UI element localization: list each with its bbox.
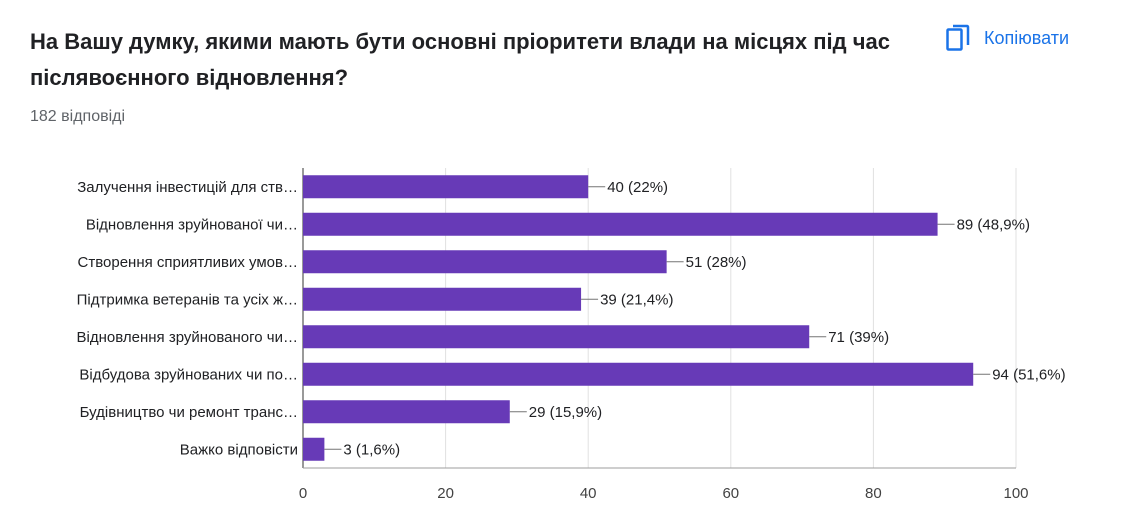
response-count: 182 відповіді xyxy=(30,108,126,125)
bar xyxy=(303,400,510,424)
bar xyxy=(303,287,582,311)
data-label: 89 (48,9%) xyxy=(957,216,1030,233)
category-label: Відбудова зруйнованих чи по… xyxy=(79,366,298,383)
x-tick-label: 80 xyxy=(865,485,882,502)
x-tick-label: 40 xyxy=(580,485,597,502)
data-label: 3 (1,6%) xyxy=(343,441,400,458)
category-label: Будівництво чи ремонт транс… xyxy=(80,404,298,421)
bar xyxy=(303,212,938,236)
copy-icon xyxy=(946,24,970,52)
x-tick-label: 60 xyxy=(722,485,739,502)
x-tick-label: 20 xyxy=(437,485,454,502)
labels: 0 20 40 60 80 100 40 (22%) Залучення інвестицій… xyxy=(77,179,1066,502)
question-title: На Вашу думку, якими мають бути основні … xyxy=(30,29,890,90)
x-tick-label: 0 xyxy=(299,485,307,502)
bar xyxy=(303,325,810,349)
data-label: 94 (51,6%) xyxy=(992,366,1065,383)
category-label: Відновлення зруйнованої чи… xyxy=(86,216,298,233)
copy-button[interactable]: Копіювати xyxy=(946,20,1069,56)
bar xyxy=(303,437,325,461)
category-label: Відновлення зруйнованого чи… xyxy=(77,329,298,346)
data-label: 39 (21,4%) xyxy=(600,291,673,308)
copy-label: Копіювати xyxy=(984,27,1070,48)
data-label: 51 (28%) xyxy=(686,254,747,271)
x-tick-label: 100 xyxy=(1003,485,1028,502)
bar xyxy=(303,175,589,199)
category-label: Створення сприятливих умов… xyxy=(78,254,299,271)
category-label: Залучення інвестицій для ств… xyxy=(77,179,298,196)
bars xyxy=(303,175,991,461)
data-label: 29 (15,9%) xyxy=(529,404,602,421)
category-label: Важко відповісти xyxy=(180,441,298,458)
bar xyxy=(303,362,974,386)
bar xyxy=(303,250,667,274)
category-label: Підтримка ветеранів та усіх ж… xyxy=(77,291,298,308)
data-label: 40 (22%) xyxy=(607,179,668,196)
data-label: 71 (39%) xyxy=(828,329,889,346)
